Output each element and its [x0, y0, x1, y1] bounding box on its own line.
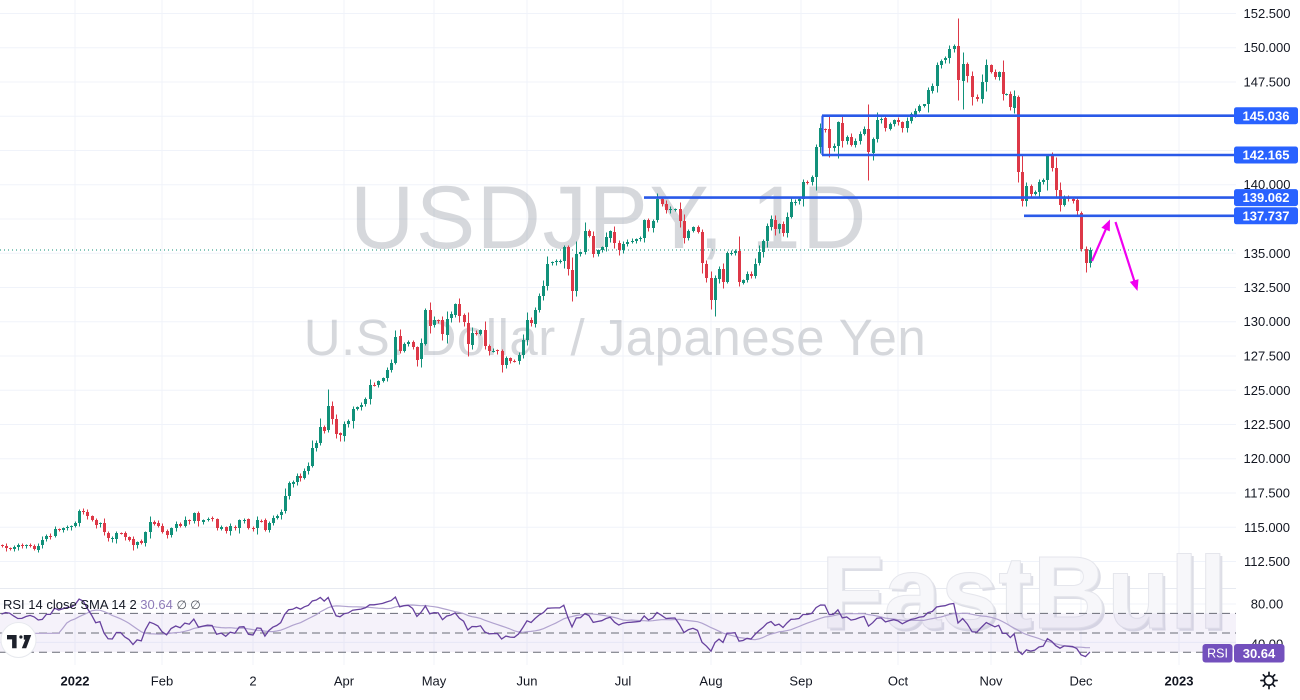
svg-text:147.500: 147.500 [1244, 75, 1291, 90]
svg-text:Dec: Dec [1069, 674, 1093, 689]
svg-text:RSI: RSI [1207, 647, 1228, 661]
svg-text:115.000: 115.000 [1244, 520, 1290, 535]
svg-text:2: 2 [249, 674, 256, 689]
svg-text:139.062: 139.062 [1243, 190, 1290, 205]
svg-text:145.036: 145.036 [1243, 108, 1290, 123]
svg-text:Aug: Aug [699, 674, 722, 689]
svg-text:RSI 14 close SMA 14 2 30.64 ∅: RSI 14 close SMA 14 2 30.64 ∅ ∅ [3, 597, 201, 612]
svg-text:Jul: Jul [615, 674, 632, 689]
svg-text:2023: 2023 [1165, 674, 1194, 689]
svg-text:Jun: Jun [517, 674, 538, 689]
svg-text:112.500: 112.500 [1244, 554, 1290, 569]
svg-text:Oct: Oct [888, 674, 909, 689]
svg-text:Sep: Sep [789, 674, 812, 689]
svg-text:117.500: 117.500 [1244, 486, 1290, 501]
svg-text:Feb: Feb [151, 674, 173, 689]
svg-text:U.S. Dollar / Japanese Yen: U.S. Dollar / Japanese Yen [304, 309, 927, 366]
svg-text:FastBull: FastBull [821, 535, 1227, 650]
svg-text:135.000: 135.000 [1244, 246, 1291, 261]
svg-text:137.737: 137.737 [1243, 208, 1290, 223]
svg-text:130.000: 130.000 [1244, 314, 1291, 329]
svg-text:30.64: 30.64 [1243, 646, 1276, 661]
svg-text:150.000: 150.000 [1244, 40, 1291, 55]
svg-text:125.000: 125.000 [1244, 383, 1291, 398]
svg-text:140.000: 140.000 [1244, 177, 1291, 192]
svg-text:142.165: 142.165 [1243, 148, 1290, 163]
svg-text:122.500: 122.500 [1244, 417, 1291, 432]
svg-text:Nov: Nov [979, 674, 1003, 689]
svg-text:127.500: 127.500 [1244, 349, 1291, 364]
svg-text:80.00: 80.00 [1251, 597, 1284, 612]
svg-text:132.500: 132.500 [1244, 280, 1291, 295]
svg-text:120.000: 120.000 [1244, 451, 1291, 466]
svg-text:May: May [422, 674, 447, 689]
svg-text:Apr: Apr [334, 674, 355, 689]
svg-text:152.500: 152.500 [1244, 6, 1291, 21]
svg-text:2022: 2022 [61, 674, 90, 689]
